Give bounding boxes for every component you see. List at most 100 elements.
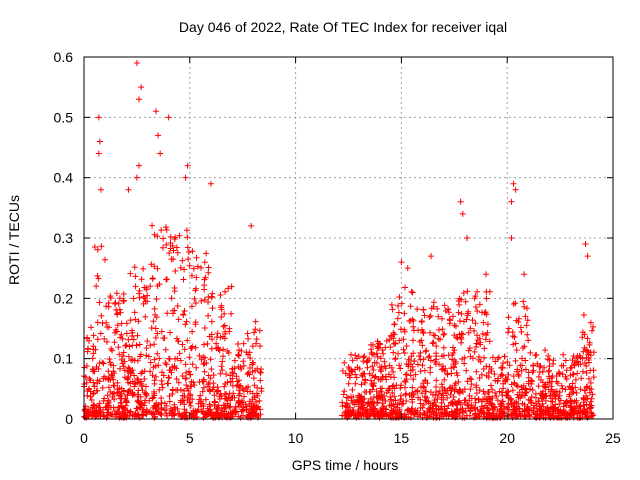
- data-point: [441, 302, 448, 309]
- data-point: [125, 364, 132, 371]
- data-point: [157, 150, 164, 157]
- data-point: [181, 346, 188, 353]
- data-point: [95, 410, 102, 417]
- data-point: [397, 396, 404, 403]
- data-point: [105, 324, 112, 331]
- data-point: [183, 227, 190, 234]
- data-point: [211, 398, 218, 405]
- data-point: [408, 288, 415, 295]
- data-point: [96, 138, 103, 145]
- data-point: [182, 375, 189, 382]
- data-point: [137, 393, 144, 400]
- data-point: [120, 363, 127, 370]
- data-point: [590, 367, 597, 374]
- data-point: [211, 399, 218, 406]
- data-point: [450, 313, 457, 320]
- data-point: [400, 346, 407, 353]
- data-point: [409, 337, 416, 344]
- data-point: [402, 371, 409, 378]
- data-point: [498, 371, 505, 378]
- data-point: [152, 108, 159, 115]
- data-point: [383, 389, 390, 396]
- data-point: [84, 392, 91, 399]
- data-point: [88, 324, 95, 331]
- data-point: [235, 352, 242, 359]
- data-point: [169, 242, 176, 249]
- data-point: [577, 354, 584, 361]
- data-point: [105, 402, 112, 409]
- data-point: [582, 387, 589, 394]
- data-point: [211, 392, 218, 399]
- data-point: [510, 373, 517, 380]
- data-point: [223, 371, 230, 378]
- data-point: [232, 408, 239, 415]
- data-point: [107, 359, 114, 366]
- data-point: [247, 414, 254, 421]
- data-point: [427, 369, 434, 376]
- data-point: [427, 357, 434, 364]
- data-point: [374, 411, 381, 418]
- data-point: [430, 332, 437, 339]
- data-point: [430, 299, 437, 306]
- data-point: [169, 407, 176, 414]
- data-point: [114, 322, 121, 329]
- data-point: [200, 384, 207, 391]
- data-point: [117, 399, 124, 406]
- data-point: [105, 376, 112, 383]
- data-point: [396, 337, 403, 344]
- data-point: [483, 295, 490, 302]
- data-point: [150, 364, 157, 371]
- data-point: [571, 360, 578, 367]
- data-point: [170, 310, 176, 317]
- data-point: [235, 352, 242, 359]
- data-point: [457, 198, 464, 205]
- data-point: [205, 298, 212, 305]
- data-point: [504, 404, 511, 411]
- data-point: [345, 364, 352, 371]
- data-point: [584, 347, 591, 354]
- data-point: [139, 369, 146, 376]
- data-point: [94, 272, 101, 279]
- data-point: [349, 386, 356, 393]
- data-point: [526, 385, 533, 392]
- y-tick-label: 0.6: [54, 49, 74, 65]
- data-point: [177, 357, 184, 364]
- data-point: [141, 402, 148, 409]
- data-point: [561, 409, 568, 416]
- data-point: [209, 336, 216, 343]
- data-point: [562, 414, 569, 421]
- data-point: [151, 356, 158, 363]
- data-point: [352, 380, 359, 387]
- data-point: [427, 389, 434, 396]
- data-point: [510, 341, 517, 348]
- data-point: [163, 226, 170, 233]
- data-point: [189, 328, 196, 335]
- data-point: [208, 366, 215, 373]
- data-point: [86, 375, 93, 382]
- data-point: [410, 323, 417, 330]
- data-point: [339, 367, 346, 374]
- data-point: [200, 341, 207, 348]
- data-point: [518, 367, 525, 374]
- data-point: [500, 380, 507, 387]
- data-point: [236, 398, 243, 405]
- data-point: [174, 249, 181, 256]
- data-point: [391, 409, 398, 416]
- data-point: [184, 234, 191, 241]
- data-point: [225, 285, 232, 292]
- data-point: [438, 315, 445, 322]
- data-point: [570, 371, 577, 378]
- data-point: [108, 345, 115, 352]
- data-point: [483, 288, 490, 295]
- data-point: [124, 376, 131, 383]
- data-point: [475, 395, 482, 402]
- data-point: [339, 399, 346, 406]
- data-point: [130, 336, 137, 343]
- data-point: [379, 373, 386, 380]
- data-point: [158, 377, 165, 384]
- data-point: [590, 323, 597, 330]
- data-point: [570, 352, 577, 359]
- data-point: [409, 384, 416, 391]
- data-point: [137, 378, 144, 385]
- data-point: [419, 362, 426, 369]
